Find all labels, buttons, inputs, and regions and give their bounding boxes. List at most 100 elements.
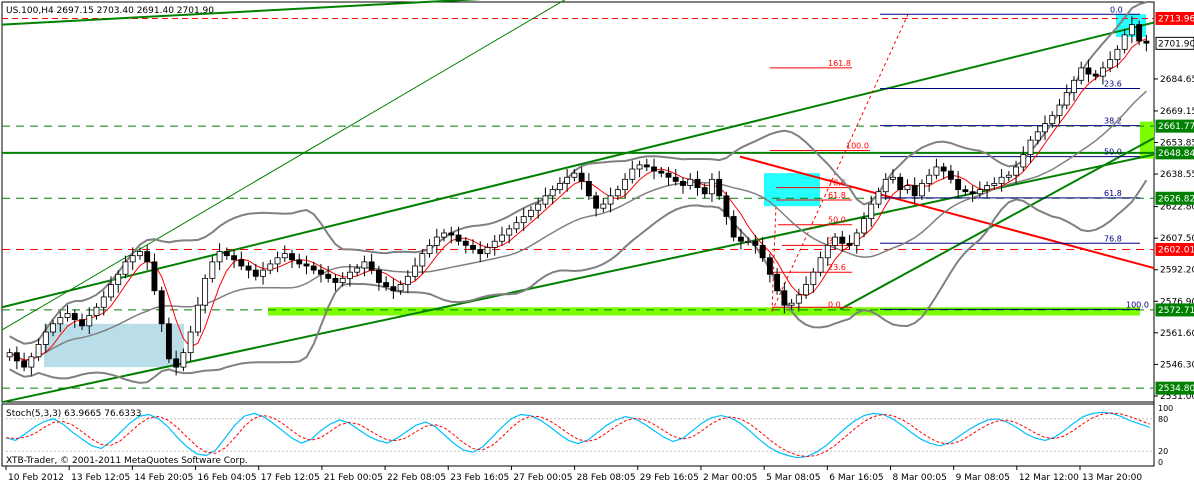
- fib-level-label: 50.0: [828, 216, 846, 225]
- stoch-tick-label: 0: [1158, 458, 1163, 467]
- price-tick-label: 2546.30: [1160, 360, 1194, 370]
- price-tag-label: 2626.82: [1158, 194, 1194, 204]
- upper-channel-line: [1, 0, 482, 26]
- price-tick-label: 2531.00: [1160, 392, 1194, 402]
- candle-bear: [962, 189, 969, 193]
- candle-bear: [781, 290, 788, 306]
- candle-bull: [600, 203, 607, 209]
- candle-bear: [448, 232, 455, 236]
- candle-bull: [513, 222, 520, 230]
- candle-bull: [817, 257, 824, 273]
- price-tick-label: 2561.60: [1160, 329, 1194, 339]
- candle-bear: [752, 240, 759, 246]
- candle-bear: [897, 176, 904, 191]
- time-tick-label: 23 Feb 16:05: [450, 473, 509, 483]
- fibonacci-layer: 161.8 100.0 78.6 61.8 50.0 38.2 23.6 0.0 0.0 23.6…: [770, 5, 1149, 310]
- candle-bear: [165, 323, 172, 360]
- time-tick-label: 13 Feb 12:05: [71, 473, 130, 483]
- price-tag-label: 2648.84: [1158, 149, 1194, 159]
- candle-bull: [209, 261, 216, 279]
- candle-bull: [564, 176, 571, 184]
- candle-bull: [57, 317, 64, 325]
- candle-bear: [79, 319, 85, 327]
- time-tick-label: 2 Mar 00:05: [703, 473, 757, 483]
- candle-bear: [665, 172, 672, 178]
- candle-bear: [766, 257, 773, 275]
- stochastic-layer: 100 80 20 0: [2, 404, 1173, 467]
- candle-bull: [629, 168, 636, 180]
- time-tick-label: 21 Feb 00:05: [324, 473, 383, 483]
- candle-bull: [803, 284, 810, 296]
- candle-bear: [158, 290, 165, 325]
- candle-bull: [506, 228, 513, 236]
- candle-bear: [375, 269, 382, 283]
- candle-bull: [1027, 139, 1034, 155]
- candle-bull: [129, 255, 136, 263]
- candle-bear: [332, 277, 339, 283]
- time-tick-label: 12 Mar 12:00: [1019, 473, 1079, 483]
- candle-bear: [730, 216, 737, 238]
- candle-bull: [853, 232, 860, 246]
- moving-average-layer: [9, 38, 1147, 361]
- candle-bull: [35, 344, 42, 358]
- time-tick-label: 13 Mar 20:00: [1082, 473, 1142, 483]
- time-tick-label: 29 Feb 16:05: [640, 473, 699, 483]
- candle-bear: [969, 191, 976, 195]
- candle-bull: [6, 352, 13, 358]
- candle-bear: [289, 253, 295, 261]
- candle-bull: [542, 195, 549, 205]
- price-tick-label: 2592.20: [1160, 266, 1194, 276]
- price-tick-label: 2638.55: [1160, 170, 1194, 180]
- candle-bull: [926, 174, 933, 184]
- time-tick-label: 22 Feb 08:05: [387, 473, 446, 483]
- candle-bear: [716, 178, 723, 197]
- candle-bear: [723, 195, 730, 217]
- candle-bull: [354, 267, 361, 273]
- candle-bear: [310, 265, 317, 271]
- candle-bear: [318, 269, 324, 275]
- time-tick-label: 10 Feb 2012: [8, 473, 64, 483]
- candle-bull: [614, 189, 621, 197]
- fib-level-label: 50.0: [1104, 148, 1122, 157]
- price-tick-label: 2607.50: [1160, 234, 1194, 244]
- candle-bear: [846, 242, 853, 246]
- price-tag-label: 2534.80: [1158, 384, 1194, 394]
- candle-bull: [607, 195, 614, 205]
- candle-bull: [115, 273, 122, 285]
- time-tick-label: 28 Feb 08:05: [577, 473, 636, 483]
- price-tag: [1155, 146, 1194, 160]
- candle-bull: [984, 185, 991, 191]
- candle-bear: [368, 261, 375, 271]
- candle-bear: [1143, 40, 1150, 44]
- trendlines-layer: [1, 0, 1155, 404]
- candle-bull: [571, 172, 578, 178]
- candle-bull: [709, 178, 715, 195]
- price-tag-label: 2572.71: [1158, 306, 1194, 316]
- candle-bull: [339, 277, 346, 283]
- candle-bear: [71, 313, 78, 321]
- candle-bull: [404, 275, 411, 285]
- candle-bear: [701, 187, 708, 195]
- stoch-main-line: [5, 411, 1151, 459]
- fib-level-label: 38.2: [1104, 117, 1122, 126]
- candle-bear: [238, 259, 245, 267]
- candle-bull: [875, 191, 882, 205]
- candle-bear: [593, 195, 600, 209]
- candle-bear: [325, 273, 332, 279]
- candle-bull: [419, 253, 426, 267]
- candle-bull: [1005, 174, 1012, 178]
- time-tick-label: 5 Mar 08:05: [766, 473, 820, 483]
- fib-level-label: 78.6: [828, 179, 846, 188]
- thin-trendline: [1, 0, 566, 331]
- candle-bear: [680, 180, 686, 186]
- candle-bull: [202, 277, 209, 306]
- candle-bear: [651, 166, 657, 172]
- candle-bull: [861, 218, 867, 234]
- candle-bull: [1042, 123, 1048, 133]
- price-tag: [1155, 119, 1194, 133]
- fib-level-label: 61.8: [1104, 189, 1122, 198]
- candle-bull: [1114, 48, 1121, 61]
- candle-bull: [824, 244, 831, 259]
- candle-bear: [940, 166, 947, 172]
